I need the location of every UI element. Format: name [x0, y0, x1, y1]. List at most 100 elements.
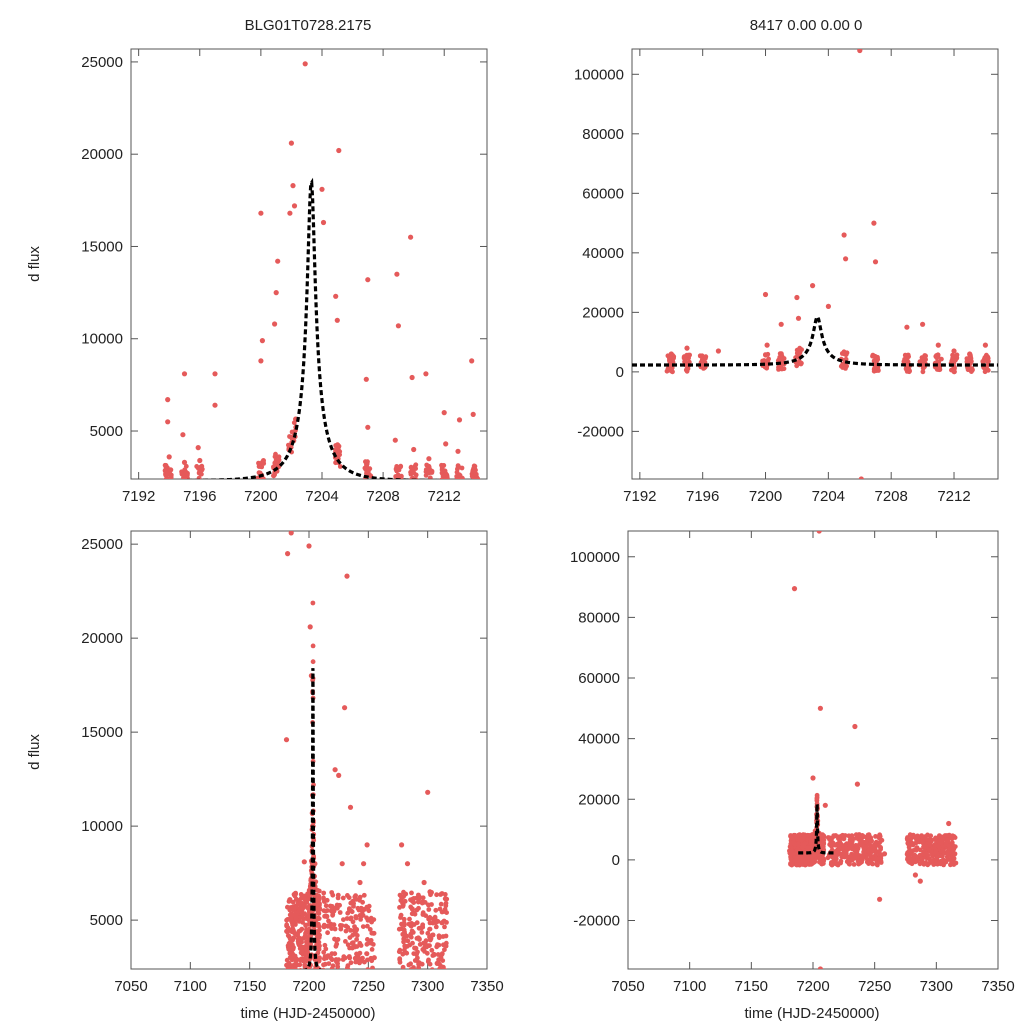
x-tick-label: 7150: [735, 978, 768, 995]
data-point: [456, 417, 463, 423]
plot-frame: [130, 48, 488, 480]
data-point: [455, 448, 461, 454]
data-point: [817, 705, 824, 711]
data-point: [371, 955, 377, 961]
data-point: [295, 936, 301, 942]
data-point: [291, 928, 296, 933]
data-point: [827, 835, 832, 841]
data-point: [358, 913, 364, 919]
data-point: [400, 895, 405, 900]
data-point: [434, 960, 440, 967]
data-point: [766, 356, 771, 362]
data-point: [802, 841, 808, 846]
data-point: [865, 848, 872, 854]
data-point: [306, 896, 312, 902]
data-point: [866, 861, 871, 866]
data-point: [287, 444, 293, 449]
data-point: [412, 463, 418, 469]
data-point: [288, 939, 294, 944]
data-point: [682, 358, 688, 364]
data-point: [434, 892, 439, 898]
data-point: [878, 858, 884, 864]
x-tick-label: 7196: [183, 488, 216, 505]
data-point: [937, 833, 942, 839]
observation-series: [283, 531, 440, 967]
data-point: [354, 937, 359, 942]
data-point: [435, 952, 441, 957]
data-point: [397, 957, 403, 963]
data-point: [328, 908, 334, 914]
data-point: [297, 962, 303, 968]
data-point: [872, 365, 878, 370]
data-point: [401, 936, 407, 942]
data-point: [665, 366, 671, 372]
data-point: [825, 303, 832, 309]
data-point: [321, 962, 326, 968]
data-point: [166, 454, 172, 460]
data-point: [180, 432, 186, 438]
data-point: [764, 342, 770, 348]
data-point: [353, 915, 359, 921]
data-point: [401, 920, 407, 926]
data-point: [862, 846, 868, 851]
y-tick-label: 20000: [582, 304, 624, 321]
data-point: [814, 792, 820, 798]
data-point: [419, 900, 425, 906]
data-point: [925, 853, 931, 858]
data-point: [442, 924, 447, 930]
data-point: [809, 854, 815, 859]
data-point: [442, 907, 448, 912]
data-point: [409, 911, 415, 917]
data-point: [817, 966, 823, 969]
y-tick-label: 0: [612, 852, 620, 869]
data-point: [416, 965, 421, 969]
data-point: [951, 856, 957, 861]
data-point: [406, 921, 412, 927]
data-point: [365, 937, 370, 942]
data-point: [408, 234, 414, 240]
data-point: [396, 467, 401, 472]
data-point: [287, 950, 293, 956]
data-point: [810, 775, 816, 781]
data-point: [307, 624, 313, 630]
data-point: [348, 960, 354, 966]
data-point: [828, 861, 834, 867]
data-point: [302, 61, 308, 67]
data-point: [418, 925, 424, 931]
data-point: [349, 945, 355, 951]
data-point: [430, 953, 436, 958]
data-point: [906, 856, 912, 862]
data-point: [432, 914, 438, 920]
data-point: [411, 446, 417, 453]
data-point: [414, 952, 419, 957]
data-point: [299, 926, 305, 932]
data-point: [928, 833, 934, 839]
data-point: [306, 940, 311, 945]
data-point: [181, 371, 188, 377]
data-point: [852, 852, 857, 857]
data-point: [425, 789, 431, 795]
x-tick-label: 7212: [937, 488, 970, 505]
data-point: [360, 899, 365, 905]
x-tick-label: 7196: [686, 488, 719, 505]
data-point: [398, 912, 404, 918]
data-point: [871, 856, 877, 862]
data-point: [916, 839, 922, 845]
x-tick-label: 7200: [796, 978, 829, 995]
data-point: [914, 845, 920, 850]
data-point: [851, 862, 857, 867]
data-point: [426, 902, 431, 908]
data-point: [941, 862, 946, 868]
data-point: [394, 271, 400, 277]
data-point: [427, 961, 433, 967]
data-point: [285, 551, 291, 557]
data-point: [777, 357, 783, 363]
data-point: [273, 290, 279, 296]
data-point: [290, 904, 296, 910]
data-point: [300, 915, 306, 920]
y-tick-label: 5000: [90, 423, 123, 440]
data-point: [367, 927, 373, 932]
data-point: [409, 468, 415, 473]
y-tick-label: 40000: [578, 731, 620, 748]
data-point: [364, 842, 370, 848]
